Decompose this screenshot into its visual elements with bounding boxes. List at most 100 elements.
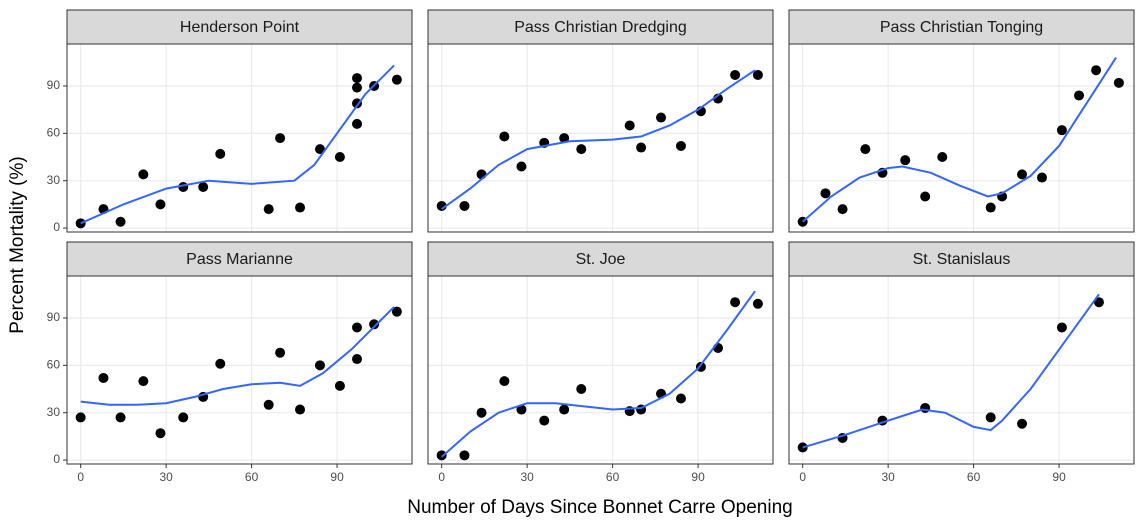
strip-background [788,9,1135,45]
point [624,120,635,131]
point [275,347,286,358]
smooth-line [441,69,756,210]
panel-background [67,276,412,464]
panel-title: St. Stanislaus [913,251,1011,268]
panel-border [427,275,774,465]
point [1036,172,1047,183]
point [837,204,848,215]
x-tick-label: 0 [77,470,84,484]
panel-border [66,43,413,233]
point [516,404,527,415]
point [198,182,209,193]
point [459,200,470,211]
point [752,69,763,80]
smooth-line [802,57,1117,223]
point [752,298,763,309]
y-tick-label: 0 [53,220,60,234]
point [263,204,274,215]
strip-background [66,241,413,277]
x-tick-label: 0 [799,470,806,484]
y-tick-label: 30 [47,173,61,187]
point [1056,125,1067,136]
point [539,415,550,426]
point [352,73,363,84]
point [1017,418,1028,429]
point [352,82,363,93]
point [391,306,402,317]
point [937,152,948,163]
strip-background [66,9,413,45]
y-tick-label: 90 [47,78,61,92]
point [1074,90,1085,101]
point [98,372,109,383]
point [1056,322,1067,333]
point [263,399,274,410]
smooth-line [802,293,1100,449]
point [499,376,510,387]
point [155,428,166,439]
x-tick-label: 60 [606,470,620,484]
x-tick-label: 60 [245,470,259,484]
point [352,322,363,333]
panel-background [789,276,1134,464]
point [730,69,741,80]
smooth-line [441,290,756,458]
point [352,118,363,129]
point [516,161,527,172]
panel-title: Pass Marianne [186,251,293,268]
panel-border [788,275,1135,465]
point [334,152,345,163]
point [138,169,149,180]
point [115,412,126,423]
point [295,404,306,415]
point [436,450,447,461]
panel-title: St. Joe [576,251,626,268]
point [559,404,570,415]
point [730,297,741,308]
point [656,112,667,123]
panel-background [789,44,1134,232]
point [920,191,931,202]
point [75,412,86,423]
point [559,133,570,144]
point [275,133,286,144]
point [215,148,226,159]
x-tick-label: 30 [159,470,173,484]
x-tick-label: 30 [881,470,895,484]
point [352,354,363,365]
point [138,376,149,387]
strip-background [427,241,774,277]
smooth-line [80,64,395,225]
point [1091,65,1102,76]
y-tick-label: 30 [47,405,61,419]
x-tick-label: 90 [691,470,705,484]
panel-title: Pass Christian Dredging [514,19,687,36]
panel-border [788,43,1135,233]
x-tick-label: 0 [438,470,445,484]
panel-background [428,276,773,464]
y-tick-label: 60 [47,358,61,372]
point [985,412,996,423]
panel-background [428,44,773,232]
point [576,144,587,155]
point [985,202,996,213]
y-tick-label: 60 [47,126,61,140]
panel-border [66,275,413,465]
point [1017,169,1028,180]
point [1093,297,1104,308]
panel-border [427,43,774,233]
point [459,450,470,461]
point [576,384,587,395]
x-tick-label: 90 [1052,470,1066,484]
x-tick-label: 30 [520,470,534,484]
y-tick-label: 90 [47,310,61,324]
point [314,360,325,371]
y-axis-title: Percent Mortality (%) [7,156,28,333]
panel-title: Pass Christian Tonging [880,19,1043,36]
point [295,202,306,213]
point [1113,77,1124,88]
point [860,144,871,155]
strip-background [788,241,1135,277]
point [675,140,686,151]
